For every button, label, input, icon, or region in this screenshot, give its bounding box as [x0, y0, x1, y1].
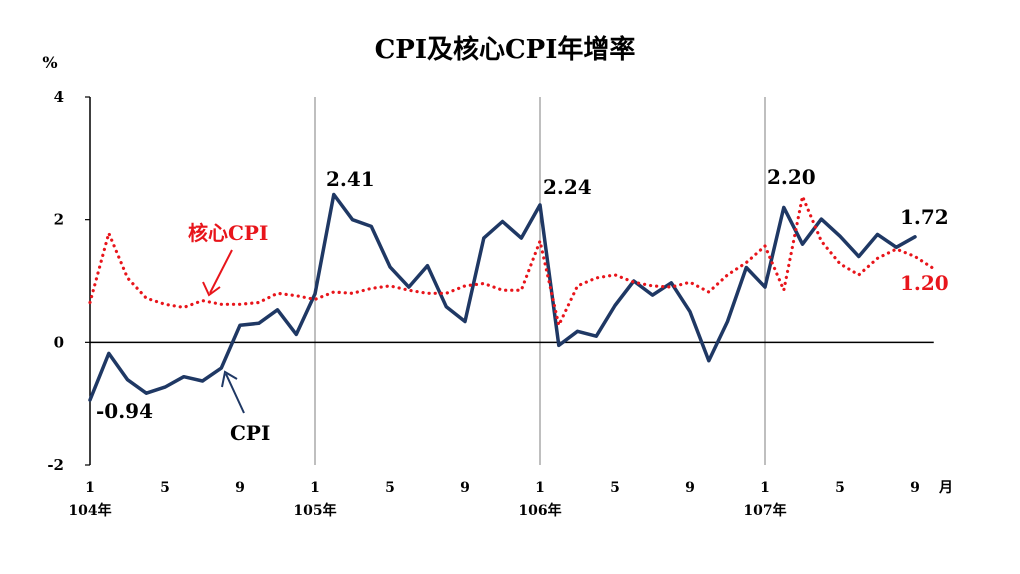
cpi-line — [88, 192, 917, 402]
data-label: 1.20 — [900, 271, 949, 295]
chart-title: CPI及核心CPI年增率 — [375, 34, 636, 65]
core-cpi-arrow — [209, 249, 233, 294]
x-tick-label: 9 — [910, 480, 920, 496]
x-tick-label: 9 — [235, 480, 245, 496]
y-tick-label: 4 — [54, 88, 64, 106]
x-tick-label: 1 — [310, 480, 320, 496]
y-tick-label: 0 — [54, 333, 64, 351]
data-label: 1.72 — [900, 205, 949, 229]
series-label: 核心CPI — [188, 221, 268, 245]
x-tick-label: 5 — [835, 480, 845, 496]
core-cpi-arrowhead — [202, 281, 221, 297]
x-tick-label: 9 — [460, 480, 470, 496]
cpi-arrowhead — [221, 370, 238, 388]
x-tick-label: 5 — [160, 480, 170, 496]
x-tick-label: 5 — [610, 480, 620, 496]
year-label: 106年 — [518, 502, 561, 519]
x-tick-label: 1 — [85, 480, 95, 496]
axes: 4 2 0 -2 1 5 9 1 5 9 1 5 9 1 5 9 104年 105年 106年 107年 — [47, 88, 934, 519]
data-label: 2.41 — [326, 167, 375, 191]
core-cpi-line — [88, 194, 936, 327]
year-label: 104年 — [68, 502, 111, 519]
data-label: 2.20 — [767, 165, 816, 189]
year-label: 105年 — [293, 502, 336, 519]
x-tick-label: 9 — [685, 480, 695, 496]
x-tick-label: 1 — [535, 480, 545, 496]
x-tick-label: 1 — [760, 480, 770, 496]
x-unit-label: 月 — [938, 480, 953, 496]
y-tick-label: 2 — [54, 211, 64, 229]
y-tick-label: -2 — [47, 456, 64, 474]
plot-area — [88, 192, 936, 402]
data-label: 2.24 — [543, 175, 592, 199]
y-unit-label: % — [42, 53, 57, 72]
data-label: -0.94 — [96, 399, 153, 423]
x-tick-label: 5 — [385, 480, 395, 496]
cpi-arrow — [225, 373, 245, 414]
data-labels: -0.94 2.41 2.24 2.20 1.72 1.20 核心CPI CPI — [96, 165, 949, 445]
series-label: CPI — [230, 421, 270, 445]
year-label: 107年 — [743, 502, 786, 519]
